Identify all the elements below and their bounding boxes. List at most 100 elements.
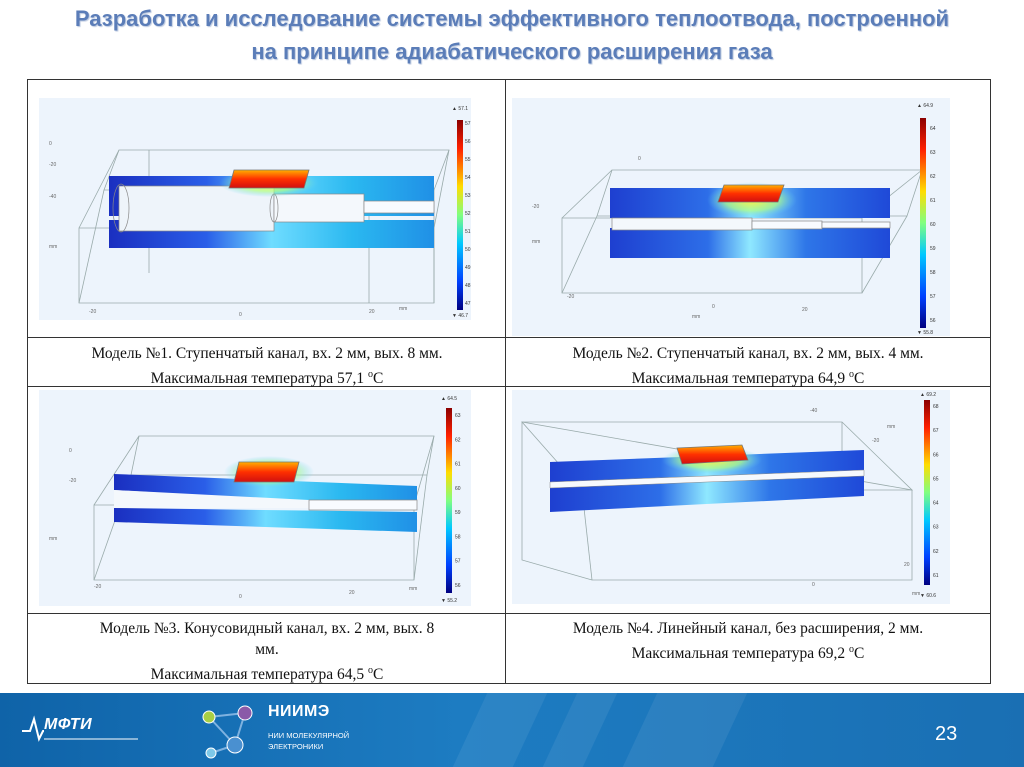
slide-title-line-2: на принципе адиабатического расширения г… [251,39,773,64]
caption-unit: C [373,370,384,388]
model-3-caption-line-1: Модель №3. Конусовидный канал, вх. 2 мм,… [99,620,435,637]
colorbar-tick-label: 56 [930,318,936,324]
table-divider-vertical [505,80,506,683]
axis-label: 0 [812,582,815,588]
colorbar-tick-label: 47 [465,301,471,307]
model-3-caption: Модель №3. Конусовидный канал, вх. 2 мм,… [30,618,504,685]
model-4-caption-line-2: Максимальная температура 69,2 oC [507,639,989,664]
colorbar-tick-label: 61 [933,573,939,579]
axis-label: mm [399,306,407,312]
axis-label: 20 [904,562,910,568]
axis-label: mm [49,244,57,250]
axis-label: -40 [49,194,56,200]
axis-label: -20 [89,309,96,315]
colorbar-tick-label: 62 [930,174,936,180]
colorbar-tick-label: 49 [465,265,471,271]
colorbar-max: ▲ 69.2 [920,392,936,398]
colorbar-tick-label: 63 [455,413,461,419]
colorbar-tick-label: 67 [933,428,939,434]
colorbar-tick-label: 56 [455,583,461,589]
axis-label: 0 [239,312,242,318]
slide-title: Разработка и исследование системы эффект… [0,2,1024,68]
caption-text: Максимальная температура 64,5 [150,666,369,684]
colorbar-tick-label: 58 [930,270,936,276]
mfti-logo-text: МФТИ [44,716,93,733]
table-divider [28,613,990,614]
axis-label: mm [912,591,920,597]
colorbar-tick-label: 63 [930,150,936,156]
caption-unit: C [854,645,865,663]
model-2-caption: Модель №2. Ступенчатый канал, вх. 2 мм, … [507,343,989,389]
niime-subtitle: НИИ МОЛЕКУЛЯРНОЙ ЭЛЕКТРОНИКИ [268,730,349,752]
degree-sign: o [368,369,374,380]
colorbar-tick-label: 50 [465,247,471,253]
colorbar-tick-label: 56 [465,139,471,145]
axis-label: mm [692,314,700,320]
axis-label: 0 [49,141,52,147]
colorbar-tick-label: 59 [455,510,461,516]
degree-sign: o [849,644,855,655]
model-2-simulation-image: 0 -20 mm -20 0 20 mm 64 63 62 61 60 59 58 57 56 … [512,98,950,336]
colorbar-tick-label: 57 [455,559,461,565]
colorbar-min: ▼ 55.8 [917,330,933,336]
axis-label: -20 [872,438,879,444]
axis-label: -20 [532,204,539,210]
niime-title: НИИМЭ [268,703,330,720]
caption-unit: C [373,666,384,684]
footer-decoration [452,693,548,767]
colorbar-min: ▼ 46.7 [452,313,468,319]
model-3-caption-line-1b: мм. [255,641,279,658]
footer-decoration [542,693,618,767]
niime-subtitle-line-1: НИИ МОЛЕКУЛЯРНОЙ [268,731,350,740]
degree-sign: o [368,665,374,676]
colorbar-tick-label: 58 [455,534,461,540]
caption-text: Максимальная температура 64,9 [631,370,850,388]
axis-label: 0 [239,594,242,600]
model-1-caption-line-2: Максимальная температура 57,1 oC [30,364,504,389]
table-divider [28,386,990,387]
axis-label: -20 [567,294,574,300]
colorbar-tick-label: 61 [930,198,936,204]
model-4-caption-line-1: Модель №4. Линейный канал, без расширени… [572,620,924,637]
axis-label: -20 [94,584,101,590]
table-divider [28,337,990,338]
caption-text: Максимальная температура 57,1 [150,370,369,388]
axis-label: 0 [638,156,641,162]
colorbar-min: ▼ 55.2 [441,598,457,604]
axis-label: 20 [349,590,355,596]
caption-unit: C [854,370,865,388]
colorbar-tick-label: 53 [465,193,471,199]
colorbar-tick-label: 62 [455,437,461,443]
model-1-simulation-image: 0 -20 -40 mm -20 0 20 mm 57 56 55 54 53 52 51 5… [39,98,471,320]
colorbar-tick-label: 66 [933,452,939,458]
footer-bar: МФТИ НИИМЭ НИИ МОЛЕКУЛЯРНОЙ ЭЛЕКТРОНИКИ … [0,693,1024,767]
axis-label: -20 [69,478,76,484]
axis-label: mm [887,424,895,430]
model-3-caption-line-2: Максимальная температура 64,5 oC [30,660,504,685]
colorbar-min: ▼ 60.6 [920,593,936,599]
slide-title-line-1: Разработка и исследование системы эффект… [74,6,950,31]
axis-label: -20 [49,162,56,168]
page-number: 23 [935,723,958,745]
model-1-caption-line-1: Модель №1. Ступенчатый канал, вх. 2 мм, … [91,345,443,362]
colorbar-tick-label: 52 [465,211,471,217]
colorbar-tick-label: 57 [465,121,471,127]
mfti-logo-icon [22,715,138,742]
models-table: 0 -20 -40 mm -20 0 20 mm 57 56 55 54 53 52 51 5… [27,79,991,684]
colorbar-tick-label: 48 [465,283,471,289]
colorbar-tick-label: 55 [465,157,471,163]
colorbar-max: ▲ 57.1 [452,106,468,112]
colorbar-tick-label: 54 [465,175,471,181]
model-4-simulation-image: -40 -20 mm 0 20 mm 68 67 66 65 64 63 62 61 ▲ 69… [512,390,950,604]
colorbar-tick-label: 63 [933,525,939,531]
model-3-simulation-image: 0 -20 mm -20 0 20 mm 63 62 61 60 59 58 57 56 ▲ … [39,390,471,606]
footer-decoration [622,693,748,767]
model-2-caption-line-1: Модель №2. Ступенчатый канал, вх. 2 мм, … [572,345,924,362]
colorbar-max: ▲ 64.9 [917,103,933,109]
colorbar-tick-label: 51 [465,229,471,235]
colorbar-tick-label: 59 [930,246,936,252]
model-2-caption-line-2: Максимальная температура 64,9 oC [507,364,989,389]
axis-label: 20 [802,307,808,313]
axis-label: 0 [69,448,72,454]
colorbar-tick-label: 61 [455,462,461,468]
